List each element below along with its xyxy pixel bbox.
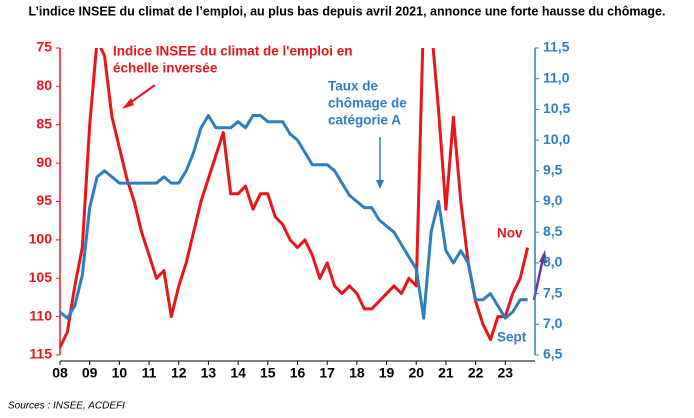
x-tick-label: 20 <box>408 365 424 381</box>
y2-tick-label: 9,5 <box>543 162 563 178</box>
plot-area <box>60 48 530 348</box>
y2-tick-label: 8,0 <box>543 254 563 270</box>
x-tick-label: 18 <box>349 365 365 381</box>
series-line <box>60 48 530 348</box>
chart-title: L’indice INSEE du climat de l’emploi, au… <box>29 4 666 18</box>
y-tick-label: 75 <box>36 39 52 55</box>
y-tick-label: 90 <box>36 154 52 170</box>
x-tick-label: 12 <box>171 365 187 381</box>
y2-tick-label: 11,5 <box>543 39 570 55</box>
y2-tick-label: 11,0 <box>543 69 570 85</box>
x-tick-label: 23 <box>498 365 514 381</box>
annotation: échelle inversée <box>113 61 218 76</box>
x-tick-label: 21 <box>438 365 454 381</box>
x-tick-label: 15 <box>260 365 276 381</box>
source: Sources : INSEE, ACDEFI <box>8 401 125 412</box>
arrowhead <box>539 250 547 263</box>
x-tick-label: 11 <box>142 365 157 381</box>
y-tick-label: 95 <box>36 192 52 208</box>
y2-tick-label: 6,5 <box>543 346 563 362</box>
arrowhead <box>376 180 384 189</box>
y2-tick-label: 7,5 <box>543 284 563 300</box>
y-tick-label: 80 <box>36 77 52 93</box>
x-tick-label: 13 <box>201 365 217 381</box>
x-tick-label: 17 <box>319 365 335 381</box>
y-tick-label: 100 <box>29 231 53 247</box>
annotation: catégorie A <box>328 113 401 128</box>
series-line <box>60 114 528 320</box>
y-tick-label: 105 <box>29 269 53 285</box>
x-tick-label: 16 <box>290 365 306 381</box>
y-tick-label: 115 <box>29 346 52 362</box>
annotation: chômage de <box>328 96 407 111</box>
y2-tick-label: 10,0 <box>543 131 570 147</box>
y-tick-label: 85 <box>36 115 52 131</box>
x-tick-label: 14 <box>230 365 246 381</box>
x-tick-label: 19 <box>379 365 395 381</box>
x-tick-label: 22 <box>468 365 484 381</box>
y2-tick-label: 9,0 <box>543 192 563 208</box>
x-tick-label: 09 <box>82 365 98 381</box>
y2-tick-label: 7,0 <box>543 315 563 331</box>
y-tick-label: 110 <box>29 307 52 323</box>
annotation: Nov <box>497 226 523 241</box>
y2-tick-label: 8,5 <box>543 223 563 239</box>
x-tick-label: 10 <box>112 365 128 381</box>
x-tick-label: 08 <box>52 365 68 381</box>
annotation: Taux de <box>328 79 379 94</box>
annotation: Indice INSEE du climat de l'emploi en <box>113 44 353 59</box>
annotation: Sept <box>497 330 527 345</box>
arrowhead <box>122 98 134 109</box>
y2-tick-label: 10,5 <box>543 100 570 116</box>
